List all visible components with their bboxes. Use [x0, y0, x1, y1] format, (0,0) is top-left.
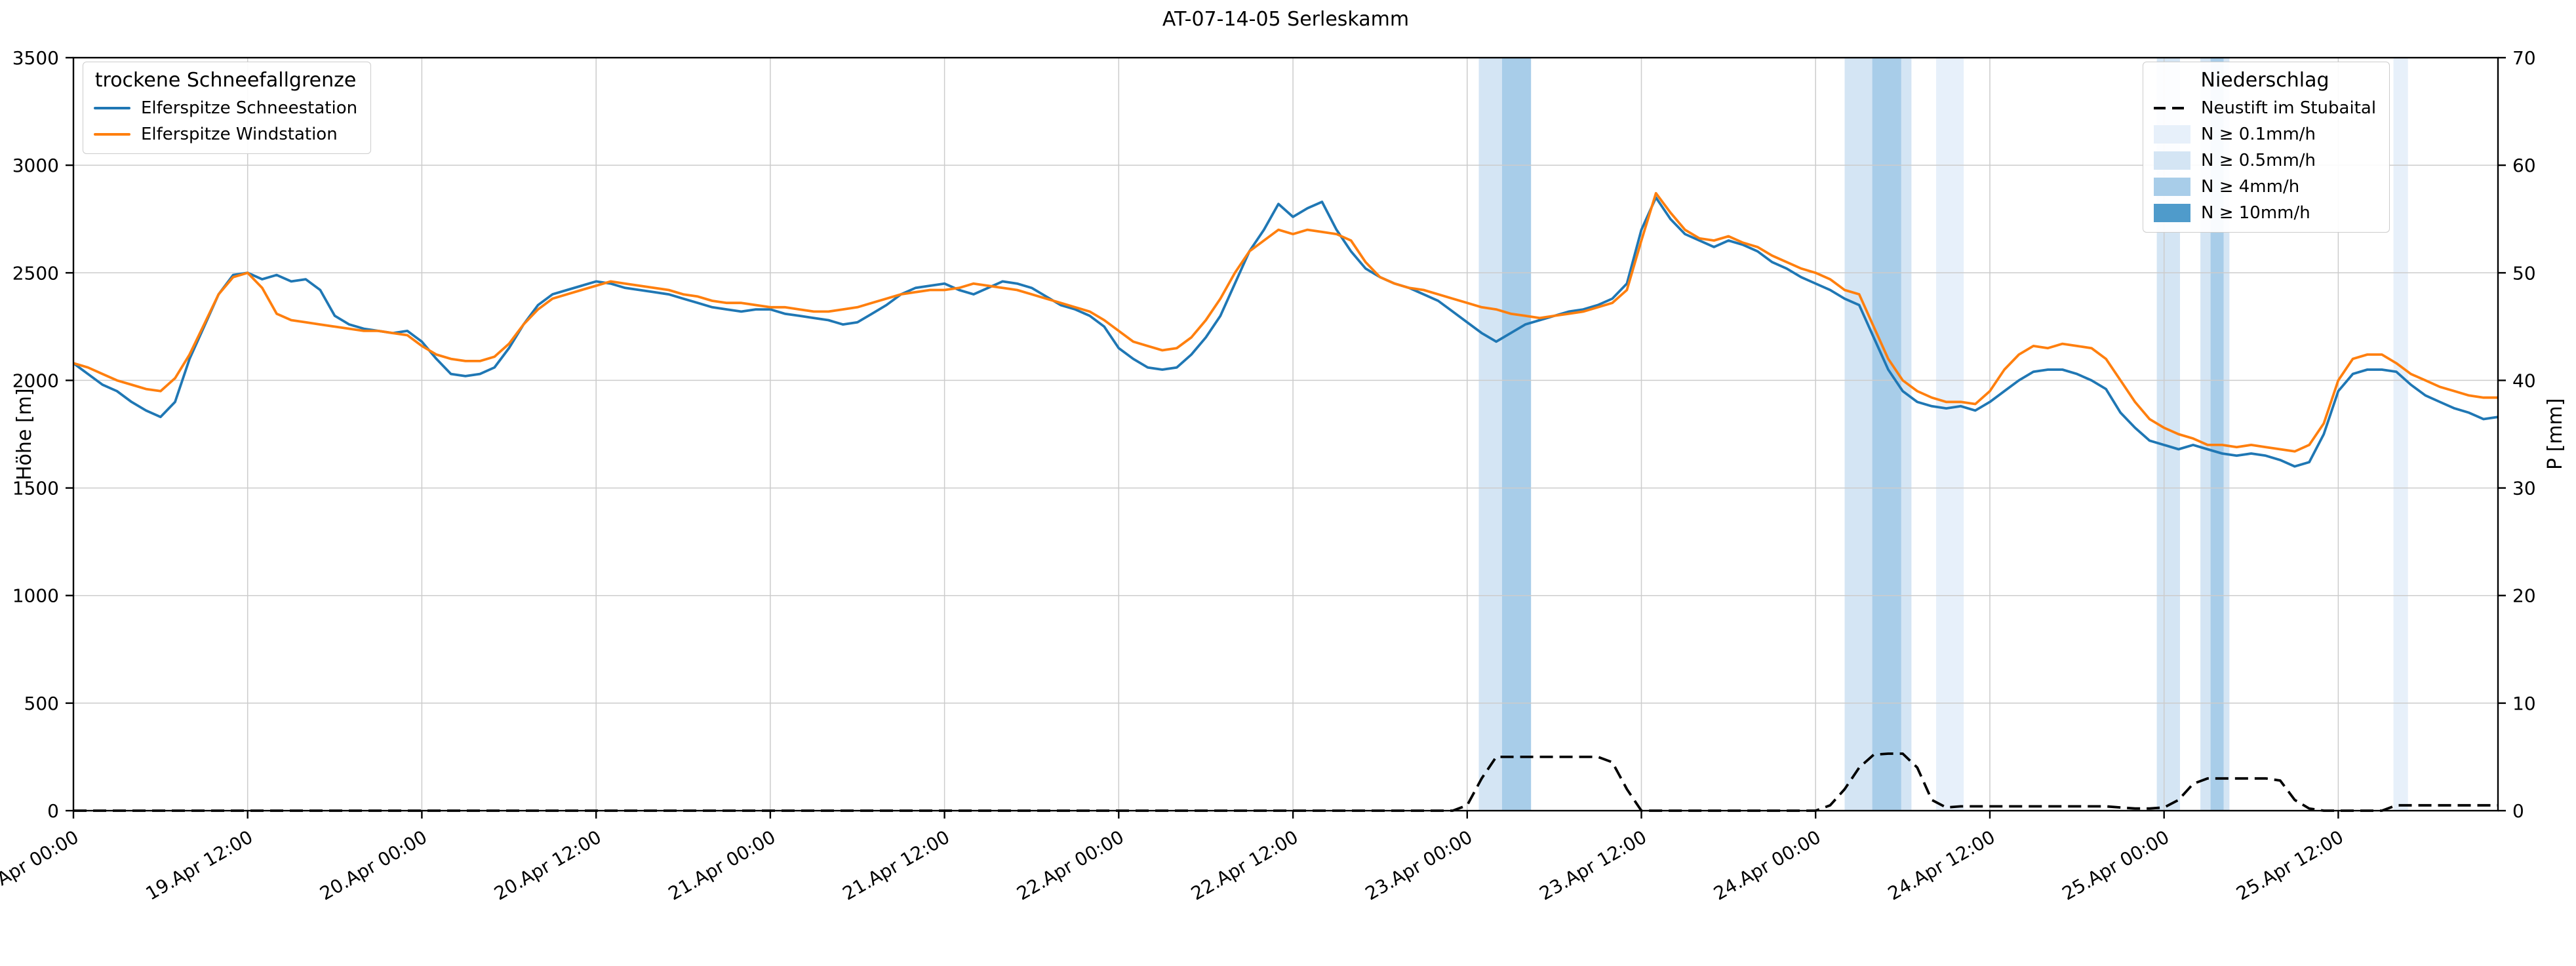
- legend-item-intensity-01: N ≥ 0.1mm/h: [2154, 125, 2376, 144]
- windstation-line-swatch: [94, 133, 130, 136]
- x-tick-label: 22.Apr 00:00: [1013, 826, 1128, 904]
- y-right-tick-label: 60: [2512, 155, 2536, 176]
- y-left-tick-label: 3000: [12, 155, 59, 176]
- legend-snowline-title: trockene Schneefallgrenze: [94, 69, 357, 92]
- precip-intensity-band: [1901, 58, 1912, 811]
- series-schneestation: [72, 196, 2499, 468]
- y-left-tick-label: 1500: [12, 478, 59, 499]
- intensity-patch-05: [2154, 151, 2190, 170]
- legend-snowline: trockene Schneefallgrenze Elferspitze Sc…: [83, 62, 372, 154]
- legend-item-schneestation: Elferspitze Schneestation: [94, 98, 357, 118]
- x-tick-label: 24.Apr 00:00: [1710, 826, 1825, 904]
- legend-item-label: N ≥ 4mm/h: [2201, 177, 2300, 197]
- intensity-patch-4: [2154, 178, 2190, 196]
- intensity-patch-10: [2154, 204, 2190, 222]
- y-left-tick-label: 0: [47, 800, 59, 822]
- x-tick-label: 20.Apr 12:00: [490, 826, 605, 904]
- schneestation-line-swatch: [94, 107, 130, 109]
- axes-frame: [72, 56, 2499, 812]
- y-left-tick-label: 2500: [12, 262, 59, 284]
- precip-intensity-band: [2200, 58, 2211, 811]
- y-right-tick-label: 20: [2512, 585, 2536, 607]
- legend-item-neustift: Neustift im Stubaital: [2154, 98, 2376, 118]
- x-tick-label: 21.Apr 12:00: [839, 826, 953, 904]
- x-tick-label: 23.Apr 12:00: [1536, 826, 1650, 904]
- x-tick-label: 22.Apr 12:00: [1187, 826, 1302, 904]
- y-left-tick-label: 1000: [12, 585, 59, 607]
- y-right-tick-label: 30: [2512, 478, 2536, 499]
- x-tick-label: 24.Apr 12:00: [1884, 826, 1999, 904]
- y-right-tick-label: 10: [2512, 693, 2536, 714]
- intensity-patch-01: [2154, 125, 2190, 144]
- x-tick-label: 23.Apr 00:00: [1362, 826, 1476, 904]
- legend-item-intensity-10: N ≥ 10mm/h: [2154, 203, 2376, 223]
- legend-item-label: Neustift im Stubaital: [2201, 98, 2377, 118]
- precip-intensity-band: [2393, 58, 2408, 811]
- y-left-tick-label: 3500: [12, 47, 59, 69]
- precip-intensity-band: [1478, 58, 1502, 811]
- legend-item-label: N ≥ 0.1mm/h: [2201, 125, 2316, 144]
- x-tick-label: 20.Apr 00:00: [316, 826, 431, 904]
- niederschlag-dashed-line-swatch: [2154, 107, 2190, 109]
- y-right-tick-label: 0: [2512, 800, 2524, 822]
- precip-intensity-band: [2223, 58, 2230, 811]
- x-tick-label: 21.Apr 00:00: [665, 826, 780, 904]
- legend-item-intensity-05: N ≥ 0.5mm/h: [2154, 151, 2376, 170]
- legend-item-intensity-4: N ≥ 4mm/h: [2154, 177, 2376, 197]
- y-right-tick-label: 40: [2512, 370, 2536, 391]
- series-windstation: [73, 191, 2498, 453]
- chart-title: AT-07-14-05 Serleskamm: [1162, 8, 1410, 31]
- legend-item-label: Elferspitze Schneestation: [141, 98, 358, 118]
- legend-item-windstation: Elferspitze Windstation: [94, 125, 357, 144]
- x-tick-label: 25.Apr 00:00: [2059, 826, 2173, 904]
- x-tick-label: 19.Apr 12:00: [142, 826, 257, 904]
- y-left-tick-label: 2000: [12, 370, 59, 391]
- precip-intensity-band: [1501, 58, 1532, 811]
- series-niederschlag: [73, 752, 2498, 812]
- y-left-tick-label: 500: [24, 693, 59, 714]
- precip-intensity-band: [1872, 58, 1901, 811]
- legend-precipitation: Niederschlag Neustift im Stubaital N ≥ 0…: [2143, 62, 2390, 233]
- x-tick-label: 19.Apr 00:00: [0, 826, 82, 904]
- legend-item-label: Elferspitze Windstation: [141, 125, 338, 144]
- x-tick-label: 25.Apr 12:00: [2232, 826, 2347, 904]
- precip-intensity-band: [1936, 58, 1964, 811]
- legend-item-label: N ≥ 10mm/h: [2201, 203, 2310, 223]
- precip-intensity-band: [1844, 58, 1873, 811]
- y-right-tick-label: 50: [2512, 262, 2536, 284]
- y-right-tick-label: 70: [2512, 47, 2536, 69]
- legend-precipitation-title: Niederschlag: [2200, 69, 2329, 92]
- precip-intensity-band: [2210, 58, 2224, 811]
- legend-item-label: N ≥ 0.5mm/h: [2201, 151, 2316, 170]
